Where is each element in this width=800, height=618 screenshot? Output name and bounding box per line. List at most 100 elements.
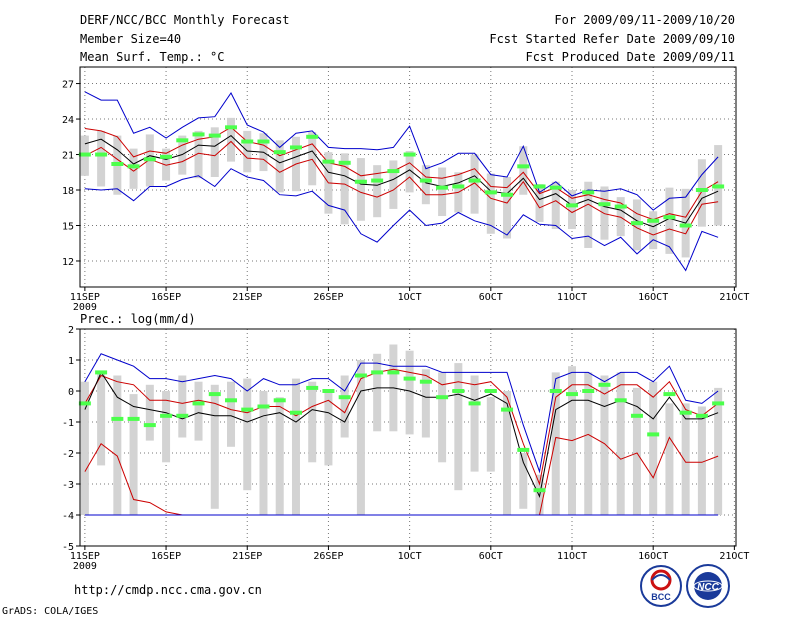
- source-url: http://cmdp.ncc.cma.gov.cn: [74, 583, 262, 597]
- observation-marker: [143, 423, 156, 428]
- spread-bar: [275, 397, 284, 515]
- spread-bar: [405, 150, 414, 193]
- observation-marker: [501, 192, 514, 197]
- spread-bar: [649, 381, 658, 515]
- spread-bar: [600, 186, 609, 240]
- observation-marker: [679, 410, 692, 415]
- spread-bar: [340, 153, 349, 225]
- observation-marker: [95, 152, 108, 157]
- x-tick-label: 16OCT: [638, 292, 668, 303]
- observation-marker: [484, 190, 497, 195]
- forecast-start-label: Fcst Started Refer Date 2009/09/10: [489, 32, 735, 46]
- x-tick-label: 21SEP: [232, 292, 262, 303]
- observation-marker: [566, 392, 578, 397]
- x-tick-label: 21OCT: [719, 551, 749, 562]
- observation-marker: [306, 134, 319, 139]
- observation-marker: [289, 145, 302, 150]
- observation-marker: [127, 416, 140, 421]
- spread-bar: [259, 391, 268, 515]
- bcc-logo-text: BCC: [651, 592, 671, 602]
- observation-marker: [452, 184, 465, 189]
- spread-bar: [486, 397, 495, 472]
- x-tick-label: 1OCT: [398, 292, 422, 303]
- series-line-mean: [84, 134, 719, 228]
- series-line-min: [84, 168, 719, 272]
- x-tick-label: 11OCT: [557, 292, 587, 303]
- observation-marker: [598, 202, 611, 207]
- temperature-panel: 11SEP 16SEP 21SEP 26SEP 1OCT 6OCT 11OCT 16OCT 21…: [62, 66, 749, 313]
- x-tick-label: 16OCT: [638, 551, 668, 562]
- spread-bar: [210, 127, 219, 177]
- spread-bar: [697, 159, 706, 227]
- panel-frame: [79, 328, 737, 547]
- x-tick-label: 16SEP: [151, 551, 181, 562]
- spread-bar: [665, 403, 674, 515]
- spread-bar: [389, 160, 398, 209]
- observation-marker: [160, 154, 173, 159]
- observation-marker: [468, 401, 481, 406]
- observation-marker: [208, 392, 221, 397]
- spread-bar: [178, 135, 187, 175]
- observation-marker: [712, 184, 725, 189]
- y-tick-label: 18: [62, 186, 74, 197]
- observation-marker: [354, 373, 367, 378]
- x-tick-label: 6OCT: [479, 551, 503, 562]
- x-tick-label: 1OCT: [398, 551, 422, 562]
- series-line-p90: [84, 368, 719, 486]
- spread-bar: [600, 375, 609, 515]
- spread-bar: [486, 173, 495, 234]
- grads-credit: GrADS: COLA/IGES: [2, 606, 98, 617]
- spread-bar: [551, 181, 560, 230]
- spread-bar: [584, 372, 593, 515]
- observation-marker: [143, 157, 156, 162]
- bcc-logo: BCC: [640, 565, 682, 607]
- observation-marker: [549, 389, 562, 393]
- observation-marker: [160, 413, 173, 418]
- observation-marker: [582, 389, 595, 393]
- y-tick-label: 21: [62, 151, 74, 162]
- x-tick-label: 6OCT: [479, 292, 503, 303]
- spread-bar: [551, 372, 560, 515]
- spread-bar: [227, 117, 236, 162]
- x-tick-label: 11SEP: [70, 292, 100, 303]
- x-tick-label: 11OCT: [557, 551, 587, 562]
- observation-marker: [192, 401, 205, 406]
- spread-bar: [470, 154, 479, 214]
- series-line-mean: [84, 371, 719, 499]
- observation-marker: [225, 125, 238, 130]
- observation-marker: [533, 488, 546, 493]
- x-tick-label: 16SEP: [151, 292, 181, 303]
- observation-marker: [127, 164, 140, 169]
- observation-marker: [533, 184, 546, 189]
- spread-bar: [535, 184, 544, 222]
- spread-bar: [129, 394, 138, 515]
- spread-bar: [194, 130, 203, 179]
- spread-bar: [519, 146, 528, 195]
- observation-marker: [192, 132, 205, 137]
- observation-marker: [452, 389, 465, 393]
- observation-marker: [273, 150, 286, 155]
- observation-marker: [208, 133, 221, 138]
- spread-bar: [681, 403, 690, 515]
- y-tick-label: 0: [68, 387, 74, 398]
- ncc-logo: NCC: [686, 564, 730, 608]
- observation-marker: [468, 178, 481, 183]
- observation-marker: [647, 432, 660, 437]
- spread-bar: [632, 387, 641, 515]
- y-tick-label: 24: [62, 115, 74, 126]
- observation-marker: [517, 164, 530, 169]
- observation-marker: [371, 178, 384, 183]
- spread-bar: [194, 381, 203, 441]
- spread-bar: [243, 130, 252, 173]
- spread-bar: [178, 375, 187, 438]
- spread-bar: [454, 363, 463, 491]
- observation-marker: [289, 410, 302, 415]
- series-line-max: [84, 353, 719, 474]
- spread-bar: [275, 140, 284, 193]
- observation-marker: [78, 152, 91, 157]
- observation-marker: [306, 385, 319, 390]
- x-tick-label: 11SEP: [70, 551, 100, 562]
- y-tick-label: -3: [62, 480, 74, 491]
- y-tick-label: -2: [62, 449, 74, 460]
